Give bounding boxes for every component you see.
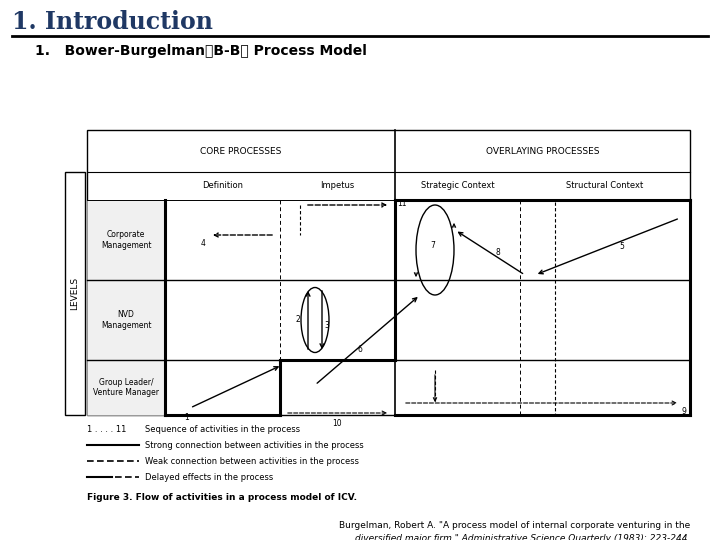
Text: 11: 11 — [397, 199, 407, 208]
Text: Group Leader/
Venture Manager: Group Leader/ Venture Manager — [93, 378, 159, 397]
Text: Strategic Context: Strategic Context — [420, 181, 495, 191]
Text: 3: 3 — [324, 321, 329, 329]
Bar — [87, 200, 165, 280]
Text: Impetus: Impetus — [320, 181, 355, 191]
Text: Structural Context: Structural Context — [567, 181, 644, 191]
Text: 6: 6 — [358, 345, 362, 354]
Text: 9: 9 — [682, 407, 687, 416]
Text: Figure 3. Flow of activities in a process model of ICV.: Figure 3. Flow of activities in a proces… — [87, 493, 357, 502]
Text: 7: 7 — [431, 240, 436, 249]
Text: Corporate
Management: Corporate Management — [101, 230, 151, 249]
Text: 2: 2 — [295, 315, 300, 325]
Text: 1: 1 — [184, 413, 189, 422]
Text: 1. Introduction: 1. Introduction — [12, 10, 213, 34]
Text: Burgelman, Robert A. "A process model of internal corporate venturing in the: Burgelman, Robert A. "A process model of… — [338, 521, 690, 530]
Text: Definition: Definition — [202, 181, 243, 191]
Text: CORE PROCESSES: CORE PROCESSES — [200, 146, 282, 156]
Text: diversified major firm." Administrative Science Quarterly (1983): 223-244.: diversified major firm." Administrative … — [355, 534, 690, 540]
Text: LEVELS: LEVELS — [71, 277, 79, 310]
Bar — [87, 130, 690, 415]
Bar — [65, 172, 85, 415]
Text: 5: 5 — [619, 242, 624, 251]
Text: Weak connection between activities in the process: Weak connection between activities in th… — [145, 457, 359, 466]
Text: 8: 8 — [495, 248, 500, 257]
Text: Sequence of activities in the process: Sequence of activities in the process — [145, 425, 300, 434]
Text: 1 . . . . 11: 1 . . . . 11 — [87, 425, 127, 434]
Text: Strong connection between activities in the process: Strong connection between activities in … — [145, 441, 364, 450]
Text: 1.   Bower-Burgelman（B-B） Process Model: 1. Bower-Burgelman（B-B） Process Model — [35, 44, 367, 58]
Text: NVD
Management: NVD Management — [101, 310, 151, 330]
Text: Delayed effects in the process: Delayed effects in the process — [145, 473, 274, 482]
Text: OVERLAYING PROCESSES: OVERLAYING PROCESSES — [486, 146, 599, 156]
Bar — [87, 360, 165, 415]
Bar — [87, 280, 165, 360]
Text: 4: 4 — [201, 239, 205, 248]
Text: 10: 10 — [333, 419, 342, 428]
